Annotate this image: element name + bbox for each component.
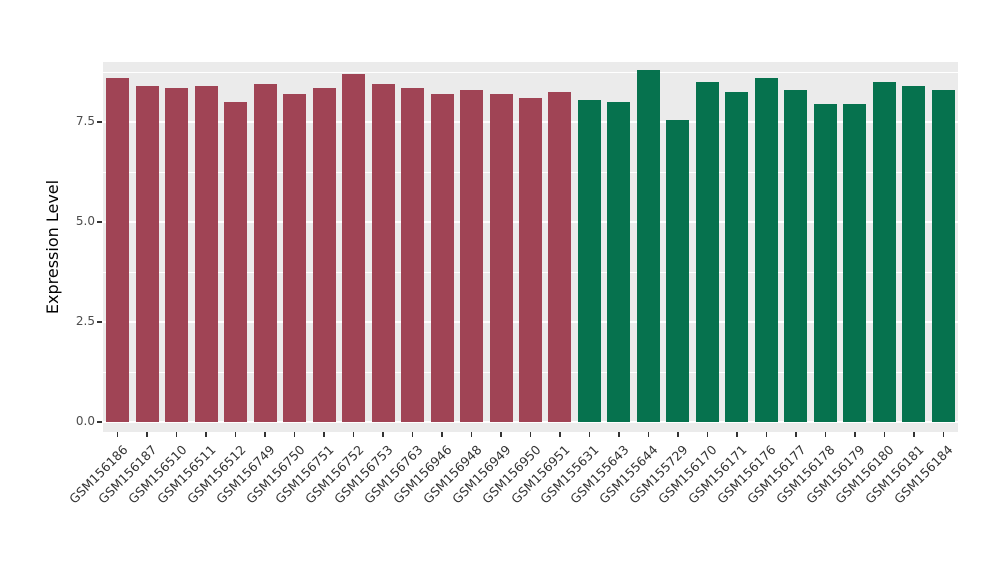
x-axis-tick-mark [647, 432, 650, 437]
x-axis-tick-mark [323, 432, 325, 437]
y-axis-tick-label: 5.0 [75, 214, 95, 228]
bar-GSM156181 [902, 86, 926, 422]
bar-GSM156749 [253, 84, 277, 422]
gridline-major [103, 421, 958, 423]
x-axis-tick-mark [529, 432, 532, 437]
bar-GSM156176 [754, 78, 778, 422]
x-axis-tick-mark [441, 432, 443, 437]
bar-GSM156751 [312, 88, 336, 422]
x-axis-tick-mark [382, 432, 384, 437]
bar-GSM156753 [371, 84, 395, 422]
bar-GSM155643 [607, 102, 631, 422]
bar-GSM156186 [106, 78, 130, 422]
y-axis-tick-mark [97, 321, 102, 323]
bar-GSM156950 [519, 98, 542, 422]
x-axis-tick-mark [470, 432, 473, 437]
x-axis-tick-mark [205, 432, 207, 437]
plot-panel [103, 62, 958, 432]
bar-GSM156752 [342, 74, 366, 422]
bar-GSM156750 [283, 94, 307, 422]
bar-GSM156949 [489, 94, 513, 422]
y-axis-tick-mark [97, 221, 102, 223]
bar-GSM156187 [135, 86, 159, 422]
x-axis-tick-mark [736, 432, 738, 437]
bar-GSM156178 [813, 104, 837, 422]
bar-GSM155644 [636, 70, 660, 422]
x-axis-tick-mark [352, 432, 355, 437]
x-axis-tick-mark [706, 432, 709, 437]
x-axis-tick-mark [293, 432, 296, 437]
x-axis-tick-mark [500, 432, 502, 437]
y-axis-tick-label: 7.5 [75, 114, 95, 128]
y-axis-tick-mark [97, 121, 102, 123]
x-axis-tick-mark [559, 432, 561, 437]
y-axis-tick-label: 0.0 [75, 414, 95, 428]
x-axis-tick-mark [175, 432, 178, 437]
x-axis-tick-mark [824, 432, 827, 437]
x-axis-tick-mark [913, 432, 915, 437]
bar-GSM156179 [843, 104, 867, 422]
bar-GSM156763 [401, 88, 425, 422]
x-axis-tick-mark [883, 432, 886, 437]
x-axis-tick-mark [588, 432, 591, 437]
x-axis-tick-mark [618, 432, 620, 437]
x-axis-tick-mark [264, 432, 266, 437]
bar-GSM156510 [165, 88, 189, 422]
x-axis-tick-mark [942, 432, 944, 437]
x-axis-tick-mark [765, 432, 768, 437]
bar-GSM155631 [577, 100, 601, 422]
gridline-minor [103, 72, 958, 73]
bar-GSM155729 [666, 120, 690, 422]
y-axis-tick-label: 2.5 [75, 314, 95, 328]
x-axis-tick-mark [677, 432, 679, 437]
x-axis-tick-mark [116, 432, 119, 437]
bar-GSM156177 [784, 90, 808, 422]
x-axis-tick-mark [795, 432, 797, 437]
bar-GSM156511 [194, 86, 218, 422]
bar-GSM156180 [872, 82, 896, 422]
x-axis-tick-mark [234, 432, 237, 437]
bar-GSM156171 [725, 92, 749, 422]
bar-GSM156951 [548, 92, 572, 422]
bar-GSM156184 [931, 90, 955, 422]
x-axis-tick-mark [854, 432, 856, 437]
bar-GSM156948 [460, 90, 484, 422]
bar-GSM156946 [430, 94, 454, 422]
bar-GSM156170 [695, 82, 719, 422]
y-axis-tick-mark [97, 421, 102, 423]
bar-GSM156512 [224, 102, 248, 422]
x-axis-tick-mark [146, 432, 148, 437]
x-axis-tick-mark [411, 432, 414, 437]
